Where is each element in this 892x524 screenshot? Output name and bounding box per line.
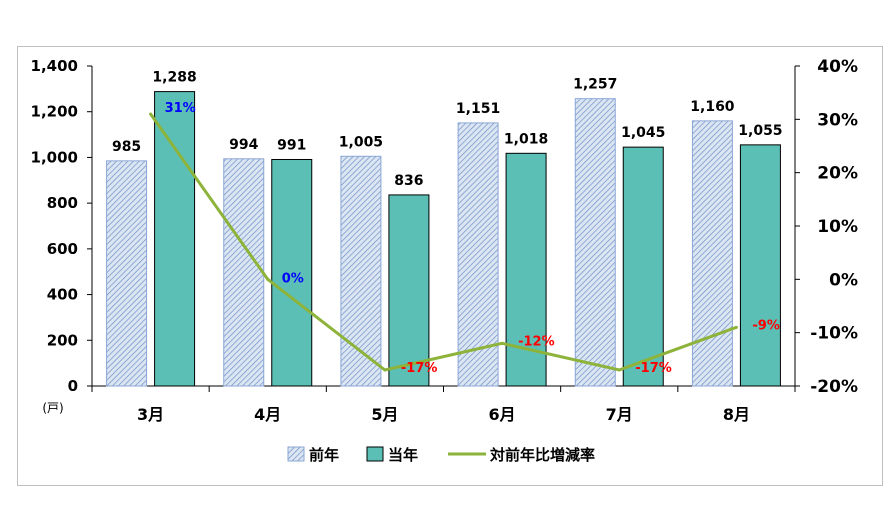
data-label-prev-year: 994 bbox=[229, 137, 258, 153]
data-label-current-year: 1,288 bbox=[152, 70, 196, 86]
legend-swatch-current-year bbox=[366, 446, 384, 462]
y-right-tick-label: 30% bbox=[817, 110, 858, 130]
bar-prev-year bbox=[574, 98, 616, 387]
x-category-label: 4月 bbox=[254, 405, 281, 424]
rate-point bbox=[149, 112, 153, 116]
y-right-tick-label: 0% bbox=[829, 270, 858, 290]
y-left-tick-label: 1,000 bbox=[31, 148, 78, 166]
y-left-tick-label: 1,400 bbox=[31, 57, 78, 75]
y-left-tick-label: 600 bbox=[47, 240, 78, 258]
y-left-tick-label: 200 bbox=[47, 331, 78, 349]
y-right-tick-label: -10% bbox=[810, 324, 858, 344]
bar-current-year bbox=[739, 144, 781, 387]
bar-current-year bbox=[388, 194, 430, 387]
data-label-prev-year: 1,151 bbox=[456, 101, 500, 117]
data-label-prev-year: 985 bbox=[112, 139, 141, 155]
legend-swatch-prev-year bbox=[287, 446, 305, 462]
y-left-tick-label: 0 bbox=[68, 377, 78, 395]
rate-point bbox=[383, 368, 387, 372]
y-left-unit-label: (戸) bbox=[42, 401, 63, 415]
rate-data-label: 0% bbox=[282, 271, 304, 286]
data-label-current-year: 1,055 bbox=[738, 123, 782, 139]
bar-prev-year bbox=[340, 155, 382, 387]
bar-prev-year bbox=[457, 122, 499, 387]
rate-point bbox=[734, 325, 738, 329]
y-right-tick-label: 10% bbox=[817, 217, 858, 237]
x-category-label: 8月 bbox=[723, 405, 750, 424]
data-label-prev-year: 1,005 bbox=[339, 134, 383, 150]
x-category-label: 6月 bbox=[489, 405, 516, 424]
legend-label-prev-year: 前年 bbox=[309, 446, 339, 464]
rate-point bbox=[617, 368, 621, 372]
data-label-current-year: 991 bbox=[277, 137, 306, 153]
y-right-tick-label: 20% bbox=[817, 164, 858, 184]
x-category-label: 7月 bbox=[606, 405, 633, 424]
bar-prev-year bbox=[106, 160, 148, 387]
rate-data-label: -17% bbox=[401, 361, 438, 376]
x-category-label: 5月 bbox=[371, 405, 398, 424]
bar-prev-year bbox=[223, 158, 265, 387]
bar-prev-year bbox=[691, 120, 733, 387]
rate-data-label: -12% bbox=[518, 334, 555, 349]
y-right-tick-label: -20% bbox=[810, 377, 858, 397]
rate-line bbox=[149, 113, 737, 372]
bar-current-year bbox=[271, 158, 313, 387]
data-label-current-year: 1,018 bbox=[504, 131, 548, 147]
y-left-tick-label: 1,200 bbox=[31, 103, 78, 121]
rate-point bbox=[500, 341, 504, 345]
x-category-label: 3月 bbox=[137, 405, 164, 424]
y-left-tick-label: 800 bbox=[47, 194, 78, 212]
rate-data-label: 31% bbox=[165, 101, 196, 116]
y-right-tick-label: 40% bbox=[817, 57, 858, 77]
legend-label-rate: 対前年比増減率 bbox=[489, 446, 595, 464]
legend-label-current-year: 当年 bbox=[388, 446, 418, 464]
data-label-current-year: 1,045 bbox=[621, 125, 665, 141]
data-label-current-year: 836 bbox=[394, 173, 423, 189]
data-label-prev-year: 1,257 bbox=[573, 77, 617, 93]
rate-data-label: -9% bbox=[752, 318, 779, 333]
data-label-prev-year: 1,160 bbox=[690, 99, 735, 115]
rate-data-label: -17% bbox=[635, 361, 672, 376]
bar-current-year bbox=[622, 146, 664, 387]
rate-point bbox=[266, 277, 270, 281]
bar-current-year bbox=[154, 91, 196, 387]
y-left-tick-label: 400 bbox=[47, 286, 78, 304]
